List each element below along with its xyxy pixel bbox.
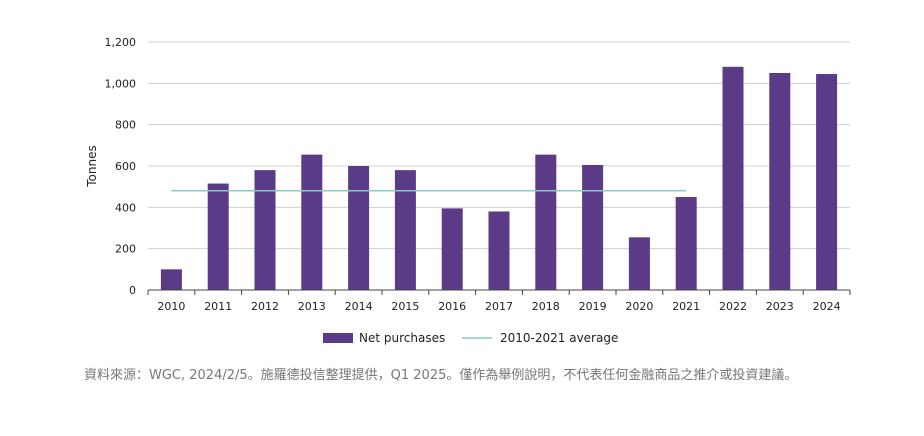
y-tick-label: 800: [115, 119, 136, 132]
bar-2016: [441, 208, 463, 290]
x-tick-label: 2024: [813, 300, 841, 313]
legend-label-net-purchases: Net purchases: [359, 331, 445, 345]
y-axis-title: Tonnes: [85, 145, 99, 187]
bar-2022: [722, 66, 744, 290]
x-tick-label: 2016: [438, 300, 466, 313]
y-tick-label: 0: [129, 284, 136, 297]
x-tick-label: 2018: [532, 300, 560, 313]
x-tick-label: 2015: [391, 300, 419, 313]
x-tick-label: 2017: [485, 300, 513, 313]
bar-2011: [207, 183, 229, 290]
bars: [160, 66, 838, 291]
x-tick-label: 2011: [204, 300, 232, 313]
bar-2023: [769, 73, 791, 290]
bar-2012: [254, 170, 276, 290]
y-axis-ticks: 0 200 400 600 800 1,000 1,200: [105, 36, 137, 297]
y-tick-label: 400: [115, 201, 136, 214]
gold-purchases-chart: 0 200 400 600 800 1,000 1,200 Tonnes 2010 2011 2…: [85, 36, 851, 345]
bar-2010: [160, 269, 182, 290]
legend-label-average: 2010-2021 average: [500, 331, 618, 345]
bar-2021: [675, 197, 697, 290]
legend-swatch-net-purchases: [323, 333, 353, 343]
bar-2014: [348, 166, 370, 290]
source-note: 資料來源：WGC, 2024/2/5。施羅德投信整理提供，Q1 2025。僅作為…: [84, 368, 798, 383]
bar-2020: [628, 237, 650, 290]
x-axis-ticks: 2010 2011 2012 2013 2014 2015 2016 2017 2018 2019…: [147, 290, 851, 313]
bar-2024: [816, 74, 838, 291]
y-tick-label: 600: [115, 160, 136, 173]
x-tick-label: 2023: [766, 300, 794, 313]
bar-2018: [535, 154, 557, 290]
x-tick-label: 2010: [157, 300, 185, 313]
bar-2017: [488, 211, 510, 290]
y-tick-label: 200: [115, 243, 136, 256]
bar-2013: [301, 154, 323, 290]
x-tick-label: 2013: [298, 300, 326, 313]
y-tick-label: 1,000: [105, 77, 137, 90]
x-tick-label: 2014: [345, 300, 373, 313]
x-tick-label: 2022: [719, 300, 747, 313]
y-tick-label: 1,200: [105, 36, 137, 49]
x-tick-label: 2020: [625, 300, 653, 313]
x-tick-label: 2019: [579, 300, 607, 313]
bar-2019: [582, 164, 604, 290]
bar-2015: [394, 170, 416, 290]
x-tick-label: 2012: [251, 300, 279, 313]
legend: Net purchases 2010-2021 average: [323, 331, 618, 345]
x-tick-label: 2021: [672, 300, 700, 313]
